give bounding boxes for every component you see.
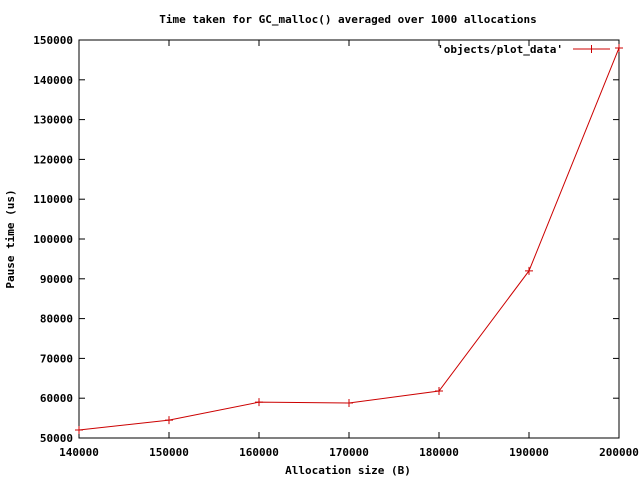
legend-label: 'objects/plot_data' [437, 43, 563, 56]
x-tick-label: 140000 [59, 446, 99, 459]
y-axis: 50000 60000 70000 80000 90000 100000 110000 120… [33, 34, 619, 445]
y-tick-label: 80000 [40, 313, 73, 326]
y-tick-label: 70000 [40, 352, 73, 365]
x-tick-label: 190000 [509, 446, 549, 459]
y-tick-label: 120000 [33, 153, 73, 166]
y-tick-label: 50000 [40, 432, 73, 445]
y-tick-label: 130000 [33, 114, 73, 127]
plot-frame [78, 39, 620, 439]
series-layer [75, 43, 623, 435]
y-tick-label: 140000 [33, 74, 73, 87]
y-tick-label: 150000 [33, 34, 73, 47]
data-point [435, 387, 443, 396]
y-tick-label: 60000 [40, 392, 73, 405]
y-tick-label: 100000 [33, 233, 73, 246]
x-tick-label: 160000 [239, 446, 279, 459]
x-tick-label: 200000 [599, 446, 639, 459]
data-point [75, 426, 83, 435]
x-tick-label: 170000 [329, 446, 369, 459]
legend: 'objects/plot_data' [437, 43, 610, 56]
y-tick-label: 90000 [40, 273, 73, 286]
x-tick-label: 180000 [419, 446, 459, 459]
x-axis-label: Allocation size (B) [285, 464, 411, 477]
series-line [78, 47, 620, 431]
data-point [345, 398, 353, 407]
legend-marker [587, 45, 596, 53]
y-tick-label: 110000 [33, 193, 73, 206]
x-tick-label: 150000 [149, 446, 189, 459]
y-axis-label: Pause time (us) [4, 189, 17, 288]
data-point [525, 266, 533, 275]
x-axis: 140000 150000 160000 170000 180000 190000 2000… [59, 40, 639, 459]
data-point [615, 43, 623, 52]
chart-title: Time taken for GC_malloc() averaged over… [159, 13, 537, 26]
data-point [165, 416, 173, 425]
data-point [255, 398, 263, 407]
